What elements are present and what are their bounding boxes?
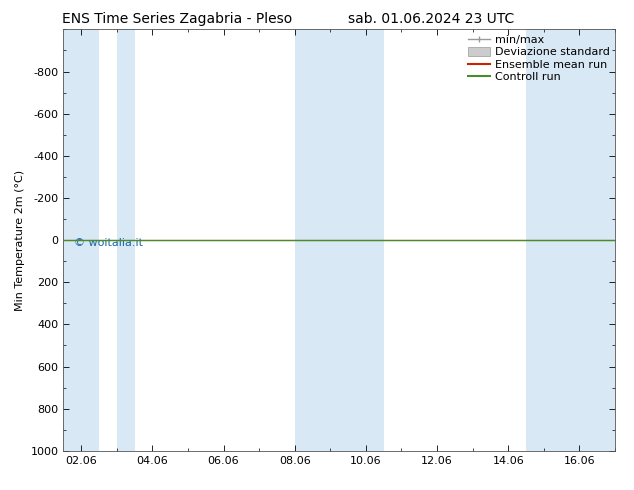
Legend: min/max, Deviazione standard, Ensemble mean run, Controll run: min/max, Deviazione standard, Ensemble m… [465, 33, 612, 84]
Bar [295, 29, 348, 451]
Bar [117, 29, 134, 451]
Bar [348, 29, 384, 451]
Bar [526, 29, 579, 451]
Bar [46, 29, 99, 451]
Text: © woitalia.it: © woitalia.it [74, 238, 143, 248]
Bar [579, 29, 633, 451]
Text: sab. 01.06.2024 23 UTC: sab. 01.06.2024 23 UTC [348, 12, 514, 26]
Text: ENS Time Series Zagabria - Pleso: ENS Time Series Zagabria - Pleso [62, 12, 293, 26]
Y-axis label: Min Temperature 2m (°C): Min Temperature 2m (°C) [15, 170, 25, 311]
